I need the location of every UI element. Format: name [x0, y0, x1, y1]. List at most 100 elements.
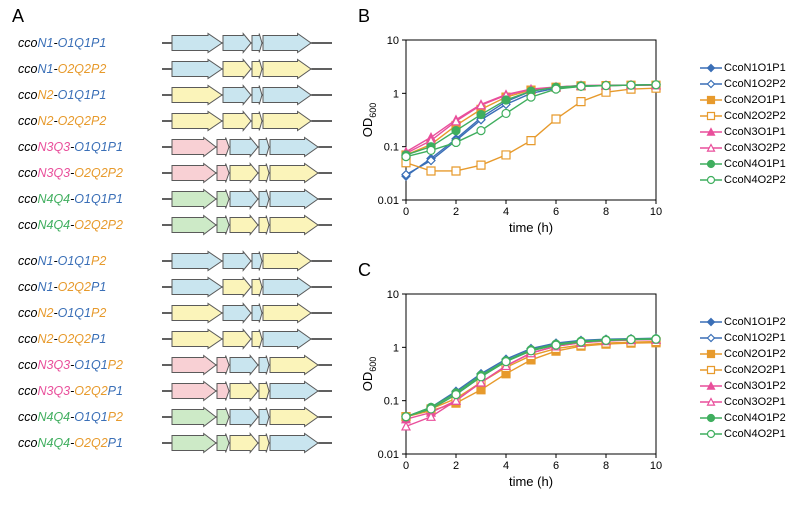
- construct-row: ccoN3Q3-O1Q1P2: [18, 352, 338, 378]
- gene-arrow: [263, 330, 311, 349]
- x-tick-label: 10: [650, 460, 662, 472]
- legend-label: CcoN2O1P2: [724, 346, 786, 362]
- gene-arrow: [270, 382, 318, 401]
- construct-row: ccoN1-O1Q1P1: [18, 30, 338, 56]
- legend-item: CcoN1O1P1: [700, 60, 786, 76]
- legend-marker: [700, 316, 722, 328]
- operon-diagram: [162, 31, 332, 55]
- gene-arrow: [172, 356, 216, 375]
- gene-arrow: [217, 356, 229, 375]
- series-marker: [502, 96, 510, 104]
- series-marker: [577, 338, 585, 346]
- gene-arrow: [259, 216, 269, 235]
- x-tick-label: 0: [403, 206, 409, 218]
- construct-label: ccoN3Q3-O2Q2P1: [18, 384, 158, 398]
- gene-arrow: [270, 164, 318, 183]
- legend-label: CcoN4O1P2: [724, 410, 786, 426]
- gene-arrow: [252, 252, 262, 271]
- gene-arrow: [230, 190, 258, 209]
- legend-label: CcoN2O1P1: [724, 92, 786, 108]
- panel-label-b: B: [358, 6, 370, 27]
- legend-item: CcoN3O2P2: [700, 140, 786, 156]
- legend-item: CcoN1O2P1: [700, 330, 786, 346]
- series-marker: [477, 111, 485, 119]
- series-marker: [652, 81, 660, 89]
- construct-row: ccoN3Q3-O2Q2P2: [18, 160, 338, 186]
- legend-marker: [700, 94, 722, 106]
- gene-arrow: [230, 434, 258, 453]
- x-tick-label: 8: [603, 206, 609, 218]
- gene-arrow: [172, 138, 216, 157]
- legend-marker: [700, 62, 722, 74]
- gene-arrow: [172, 434, 216, 453]
- legend-label: CcoN2O2P1: [724, 362, 786, 378]
- series-marker: [502, 151, 510, 159]
- series-marker: [652, 335, 660, 343]
- y-tick-label: 10: [387, 289, 399, 301]
- construct-row: ccoN3Q3-O2Q2P1: [18, 378, 338, 404]
- gene-arrow: [263, 60, 311, 79]
- gene-arrow: [172, 86, 222, 105]
- gene-arrow: [270, 356, 318, 375]
- series-marker: [502, 358, 510, 366]
- legend-marker: [700, 380, 722, 392]
- gene-arrow: [223, 60, 251, 79]
- gene-arrow: [217, 434, 229, 453]
- y-tick-label: 10: [387, 35, 399, 47]
- construct-label: ccoN4Q4-O2Q2P1: [18, 436, 158, 450]
- gene-arrow: [172, 164, 216, 183]
- operon-diagram: [162, 353, 332, 377]
- legend-label: CcoN3O1P1: [724, 124, 786, 140]
- series-marker: [402, 413, 410, 421]
- gene-arrow: [172, 278, 222, 297]
- legend-marker: [700, 412, 722, 424]
- gene-arrow: [217, 216, 229, 235]
- gene-arrow: [172, 408, 216, 427]
- gene-arrow: [230, 408, 258, 427]
- construct-row: ccoN2-O1Q1P1: [18, 82, 338, 108]
- series-marker: [477, 127, 485, 135]
- legend-marker: [700, 348, 722, 360]
- gene-arrow: [172, 216, 216, 235]
- gene-arrow: [217, 164, 229, 183]
- legend-c: CcoN1O1P2CcoN1O2P1CcoN2O1P2CcoN2O2P1 CcoN…: [700, 314, 786, 442]
- gene-arrow: [252, 330, 262, 349]
- construct-row: ccoN4Q4-O2Q2P2: [18, 212, 338, 238]
- gene-arrow: [172, 304, 222, 323]
- legend-b: CcoN1O1P1CcoN1O2P2CcoN2O1P1CcoN2O2P2CcoN…: [700, 60, 786, 188]
- construct-label: ccoN1-O2Q2P2: [18, 62, 158, 76]
- legend-label: CcoN4O1P1: [724, 156, 786, 172]
- gene-arrow: [263, 86, 311, 105]
- legend-label: CcoN1O1P2: [724, 314, 786, 330]
- gene-arrow: [230, 382, 258, 401]
- legend-label: CcoN1O2P1: [724, 330, 786, 346]
- series-marker: [552, 85, 560, 93]
- series-marker: [502, 109, 510, 117]
- chart-b-wrap: 02468100.010.1110time (h)OD600: [360, 26, 690, 236]
- gene-arrow: [259, 164, 269, 183]
- construct-row: ccoN1-O2Q2P2: [18, 56, 338, 82]
- legend-label: CcoN4O2P1: [724, 426, 786, 442]
- legend-label: CcoN3O2P1: [724, 394, 786, 410]
- operon-diagram: [162, 109, 332, 133]
- chart-c: 02468100.010.1110time (h)OD600: [360, 280, 690, 490]
- y-tick-label: 0.01: [378, 449, 399, 461]
- series-marker: [527, 93, 535, 101]
- series-marker: [452, 167, 460, 175]
- construct-label: ccoN3Q3-O1Q1P1: [18, 140, 158, 154]
- legend-label: CcoN2O2P2: [724, 108, 786, 124]
- legend-item: CcoN3O1P1: [700, 124, 786, 140]
- legend-label: CcoN4O2P2: [724, 172, 786, 188]
- operon-diagram: [162, 249, 332, 273]
- gene-arrow: [223, 112, 251, 131]
- series-marker: [402, 153, 410, 161]
- gene-arrow: [223, 252, 251, 271]
- construct-label: ccoN4Q4-O1Q1P2: [18, 410, 158, 424]
- gene-arrow: [259, 434, 269, 453]
- x-axis-label: time (h): [509, 220, 553, 235]
- legend-label: CcoN3O2P2: [724, 140, 786, 156]
- gene-arrow: [230, 356, 258, 375]
- gene-arrow: [217, 190, 229, 209]
- gene-arrow: [259, 356, 269, 375]
- legend-label: CcoN1O1P1: [724, 60, 786, 76]
